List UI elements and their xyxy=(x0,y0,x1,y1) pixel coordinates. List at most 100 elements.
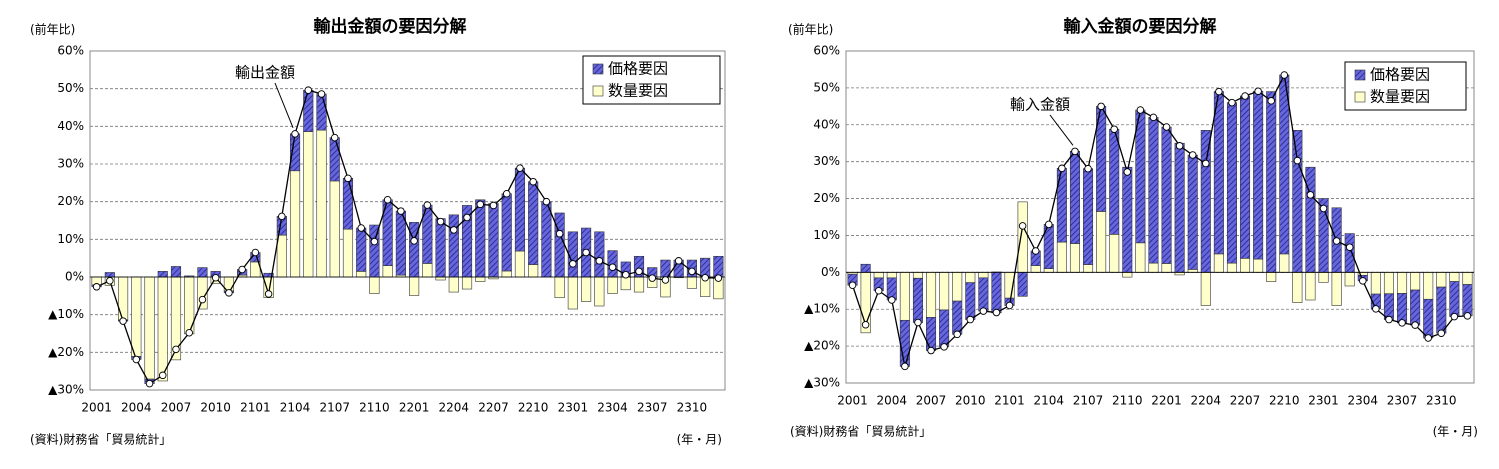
bar xyxy=(342,228,354,278)
x-tick-label: 2001 xyxy=(81,401,112,415)
bar xyxy=(1069,243,1080,273)
total-marker xyxy=(529,177,537,186)
bar xyxy=(939,272,950,311)
bar xyxy=(1253,90,1264,260)
bar xyxy=(1436,272,1447,288)
y-tick-label: ▲30% xyxy=(804,376,840,390)
bar xyxy=(1305,166,1316,273)
x-tick-label: 2304 xyxy=(1348,394,1379,408)
bar xyxy=(1462,272,1473,285)
total-marker xyxy=(1123,168,1132,176)
total-marker xyxy=(1372,305,1380,313)
bar xyxy=(1069,151,1080,244)
y-tick-label: 10% xyxy=(57,232,84,246)
total-marker xyxy=(661,276,670,284)
total-marker xyxy=(264,290,273,298)
bar xyxy=(501,193,512,272)
total-marker xyxy=(185,328,193,337)
total-marker xyxy=(489,201,498,210)
total-marker xyxy=(927,346,935,355)
bar xyxy=(329,180,340,278)
total-marker xyxy=(1450,312,1459,321)
bar xyxy=(157,276,168,382)
x-tick-label: 2201 xyxy=(1151,394,1182,408)
y-tick-label: 50% xyxy=(813,80,840,94)
bar xyxy=(1161,126,1172,264)
total-marker xyxy=(953,330,961,339)
bar xyxy=(1122,166,1133,273)
bar xyxy=(1449,281,1460,317)
total-marker xyxy=(344,174,352,183)
bar xyxy=(978,277,989,312)
y-tick-label: 40% xyxy=(813,117,840,131)
y-tick-label: ▲10% xyxy=(804,302,840,316)
bar xyxy=(1383,272,1394,295)
total-marker xyxy=(992,308,1001,317)
bar xyxy=(475,199,486,278)
total-marker xyxy=(979,307,988,315)
total-marker xyxy=(542,197,551,206)
bar xyxy=(1161,263,1172,273)
bar xyxy=(1423,298,1434,339)
total-marker xyxy=(1031,247,1040,255)
bar xyxy=(514,250,526,278)
total-marker xyxy=(595,257,604,265)
total-marker xyxy=(1084,164,1092,173)
x-tick-label: 2304 xyxy=(597,401,628,415)
bar xyxy=(170,266,182,278)
total-marker xyxy=(1188,151,1197,159)
bar xyxy=(554,212,565,278)
total-marker xyxy=(1437,329,1446,337)
bar xyxy=(1122,272,1133,278)
total-marker xyxy=(330,133,339,142)
bar xyxy=(1148,262,1159,273)
y-tick-label: 60% xyxy=(57,44,84,58)
bar xyxy=(620,276,631,291)
y-tick-label: 20% xyxy=(813,191,840,205)
x-tick-label: 2010 xyxy=(200,401,231,415)
total-marker xyxy=(688,267,696,276)
x-tick-label: 2201 xyxy=(399,401,430,415)
bar xyxy=(1226,262,1237,273)
total-marker xyxy=(701,274,709,282)
bar xyxy=(1043,268,1054,273)
total-marker xyxy=(901,362,909,371)
legend-box xyxy=(582,55,721,105)
bar xyxy=(1344,272,1355,287)
y-axis-label: (前年比) xyxy=(788,22,833,37)
total-marker xyxy=(1398,319,1406,327)
total-marker xyxy=(370,237,379,246)
x-tick-label: 2210 xyxy=(518,401,549,415)
x-tick-label: 2301 xyxy=(558,401,589,415)
total-marker xyxy=(966,315,975,324)
total-marker xyxy=(1359,277,1367,285)
bar xyxy=(926,272,937,318)
total-marker xyxy=(940,343,948,351)
bar xyxy=(461,276,473,290)
bar xyxy=(991,272,1002,314)
total-marker xyxy=(1149,113,1158,122)
total-marker xyxy=(238,265,246,274)
bar xyxy=(1240,258,1251,273)
bar xyxy=(1397,293,1408,324)
bar xyxy=(1200,130,1211,273)
bar xyxy=(899,272,910,321)
bar xyxy=(435,218,446,278)
total-marker xyxy=(172,345,180,354)
bar xyxy=(1109,128,1120,235)
bar xyxy=(886,272,897,279)
bar xyxy=(144,276,155,380)
bar xyxy=(554,276,565,299)
total-marker xyxy=(159,371,167,380)
bar xyxy=(1318,272,1329,283)
bar xyxy=(1305,272,1316,301)
bar xyxy=(448,214,459,278)
bar xyxy=(1383,293,1394,320)
y-tick-label: 0% xyxy=(65,270,84,284)
total-line xyxy=(96,89,719,385)
total-marker xyxy=(622,270,630,279)
total-marker xyxy=(1162,123,1171,131)
bar xyxy=(978,272,989,279)
bar xyxy=(316,129,327,278)
